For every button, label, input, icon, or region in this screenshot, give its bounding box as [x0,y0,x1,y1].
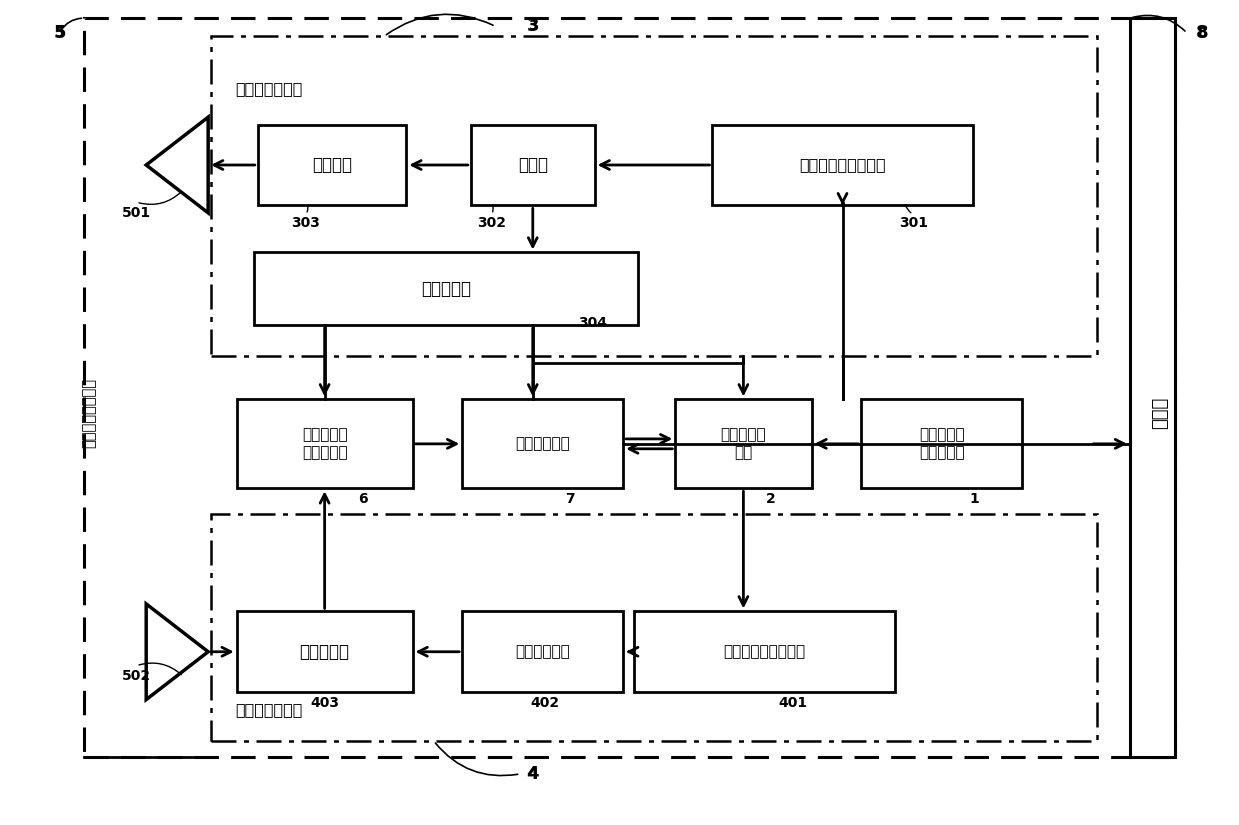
Text: 1: 1 [969,493,979,506]
Bar [254,252,638,325]
Text: 6: 6 [358,493,368,506]
Text: 403: 403 [310,696,339,710]
Text: 太赫兹接收倍频链路: 太赫兹接收倍频链路 [724,644,805,659]
Bar [675,399,812,488]
Text: 5: 5 [55,26,64,40]
Text: 放大滤波模块: 放大滤波模块 [515,644,570,659]
Text: 内定标组件: 内定标组件 [421,280,471,298]
Text: 3: 3 [527,17,539,35]
Bar [1130,18,1175,757]
Text: 功放模块: 功放模块 [312,156,352,174]
Text: 8: 8 [1197,26,1207,40]
Text: 太赫兹接收模块: 太赫兹接收模块 [235,702,302,717]
Text: 304: 304 [577,317,607,330]
Bar [462,611,623,692]
Text: 频率综合器
模块: 频率综合器 模块 [721,427,766,460]
Bar [471,125,595,205]
Bar [237,611,413,692]
Bar [462,399,623,488]
Text: 5: 5 [53,24,66,42]
Text: 301: 301 [898,216,928,229]
Text: 谐波混频器: 谐波混频器 [300,643,349,661]
Text: 太赫兹发射模块: 太赫兹发射模块 [235,81,302,96]
Text: 4: 4 [527,765,539,783]
Text: 502: 502 [121,670,151,683]
Text: 太赫兹发射倍频链路: 太赫兹发射倍频链路 [799,158,886,172]
Text: 4: 4 [528,767,538,780]
Text: 3: 3 [528,20,538,33]
Text: 302: 302 [477,216,507,229]
Bar [258,125,406,205]
Text: 中频信号接
收处理模块: 中频信号接 收处理模块 [302,427,347,460]
Bar [634,611,895,692]
Text: 收发分离天线模块: 收发分离天线模块 [82,378,97,447]
Text: 耦合器: 耦合器 [518,156,548,174]
Text: 8: 8 [1196,24,1208,42]
Text: 501: 501 [121,206,151,219]
Bar [211,514,1097,741]
Bar [712,125,973,205]
Text: 7: 7 [565,493,575,506]
Text: 信号处理模块: 信号处理模块 [515,436,570,451]
Text: 上位机: 上位机 [1151,396,1168,429]
Text: 402: 402 [530,696,560,710]
Bar [237,399,413,488]
Text: 线性调频信
号产生模块: 线性调频信 号产生模块 [919,427,964,460]
Text: 401: 401 [778,696,808,710]
Bar [84,18,1175,757]
Text: 303: 303 [291,216,321,229]
Bar [861,399,1022,488]
Text: 2: 2 [766,493,776,506]
Bar [211,36,1097,356]
